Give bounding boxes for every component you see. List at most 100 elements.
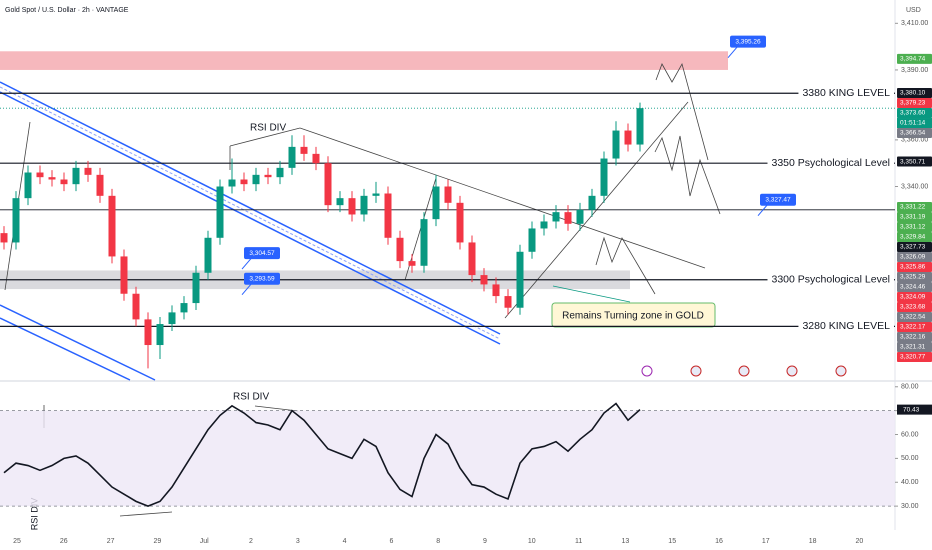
x-tick-label: 18: [809, 538, 817, 545]
x-tick-label: 15: [668, 538, 676, 545]
price-tag: [897, 261, 932, 272]
candle-body: [312, 153, 320, 164]
price-tag-label: 3,322.17: [900, 324, 926, 331]
candle-body: [624, 130, 632, 145]
price-tag-label: 3,329.84: [900, 234, 926, 241]
rsi-tag: [897, 404, 932, 415]
x-tick-label: Jul: [200, 538, 209, 545]
channel-line: [0, 317, 131, 381]
candle-body: [336, 198, 344, 206]
x-tick-label: 27: [107, 538, 115, 545]
chart-title: Gold Spot / U.S. Dollar · 2h · VANTAGE: [5, 7, 129, 14]
candle-body: [216, 186, 224, 238]
callout: [730, 35, 766, 48]
price-tag-label: 3,327.73: [900, 244, 926, 251]
candle-body: [240, 179, 248, 185]
candle-body: [528, 228, 536, 252]
price-tag-label: 3,373.60: [900, 110, 926, 117]
level-label: 3280 KING LEVEL: [802, 320, 890, 332]
price-tag: [897, 231, 932, 242]
price-tag: [897, 53, 932, 64]
level-label: 3300 Psychological Level: [772, 274, 891, 286]
projection-arrow: [654, 135, 721, 215]
x-tick-label: 11: [575, 538, 582, 545]
annotation: Remains Turning zone in GOLD: [562, 311, 704, 322]
price-tag: [897, 351, 932, 362]
candle-body: [408, 261, 416, 266]
div-line: [254, 405, 299, 412]
candle-body: [180, 303, 188, 313]
channel-line: [0, 304, 156, 381]
price-tag: [897, 251, 932, 262]
countdown-bg: [897, 118, 932, 129]
price-tag: [897, 291, 932, 302]
y-tick-label: 3,390.00: [901, 67, 928, 74]
icon: [786, 365, 798, 377]
price-tag: [897, 241, 932, 252]
candle-body: [456, 202, 464, 243]
currency: USD: [906, 7, 921, 14]
candle-body: [12, 198, 20, 243]
candle-body: [228, 179, 236, 187]
price-tag-label: 3,323.68: [900, 304, 926, 311]
candle-body: [552, 212, 560, 222]
price-tag: [897, 321, 932, 332]
level-label: 3350 Psychological Level: [772, 157, 891, 169]
label-bg: [798, 86, 894, 101]
div-line: [119, 511, 173, 517]
candle-body: [252, 174, 260, 185]
projection-arrow: [595, 236, 656, 295]
candle-body: [600, 158, 608, 196]
candle-body: [72, 167, 80, 185]
x-tick-label: 2: [249, 538, 253, 545]
candle-body: [576, 209, 584, 224]
candle-body: [0, 233, 8, 243]
price-tag-label: 3,331.19: [900, 214, 926, 221]
x-tick-label: 20: [856, 538, 864, 545]
annotation: RSI DIV: [250, 123, 286, 134]
rsi-tag-label: 70.43: [903, 406, 920, 413]
projection-arrow: [655, 62, 709, 161]
zone: [0, 51, 728, 70]
candle-body: [300, 146, 308, 154]
price-tag-label: 3,325.86: [900, 264, 926, 271]
callout-label: 3,293.59: [249, 275, 275, 282]
candle-body: [384, 193, 392, 238]
y-tick-label: 3,410.00: [901, 20, 928, 27]
x-tick-label: 13: [622, 538, 630, 545]
candle-body: [108, 195, 116, 257]
candle-body: [504, 296, 512, 308]
candle-body: [288, 146, 296, 168]
candle-body: [36, 172, 44, 178]
y-tick-label: 3,340.00: [901, 183, 928, 190]
price-tag-label: 3,322.54: [900, 314, 926, 321]
callout-label: 3,327.47: [765, 196, 791, 203]
price-tag: [897, 201, 932, 212]
candle-body: [432, 186, 440, 220]
candle-body: [540, 221, 548, 229]
x-tick-label: 3: [296, 538, 300, 545]
price-tag: [897, 331, 932, 342]
candle-body: [204, 237, 212, 273]
price-tag-label: 3,322.16: [900, 334, 926, 341]
candle-body: [468, 242, 476, 276]
trend-line: [299, 127, 706, 269]
x-tick-label: 8: [436, 538, 440, 545]
icon: [690, 365, 702, 377]
callout: [760, 193, 796, 206]
channel-mid: [0, 86, 501, 340]
price-tag-label: 3,379.23: [900, 100, 926, 107]
candle-body: [372, 193, 380, 196]
candle-body: [588, 195, 596, 210]
candle-body: [492, 284, 500, 297]
candle-body: [396, 237, 404, 262]
icon: [835, 365, 847, 377]
y-tick-label: 30.00: [901, 503, 919, 510]
x-tick-label: 16: [715, 538, 723, 545]
rsi-band: [0, 410, 895, 507]
price-tag: [897, 281, 932, 292]
note-box: [551, 302, 716, 328]
candle-body: [168, 312, 176, 325]
candle-body: [84, 167, 92, 175]
